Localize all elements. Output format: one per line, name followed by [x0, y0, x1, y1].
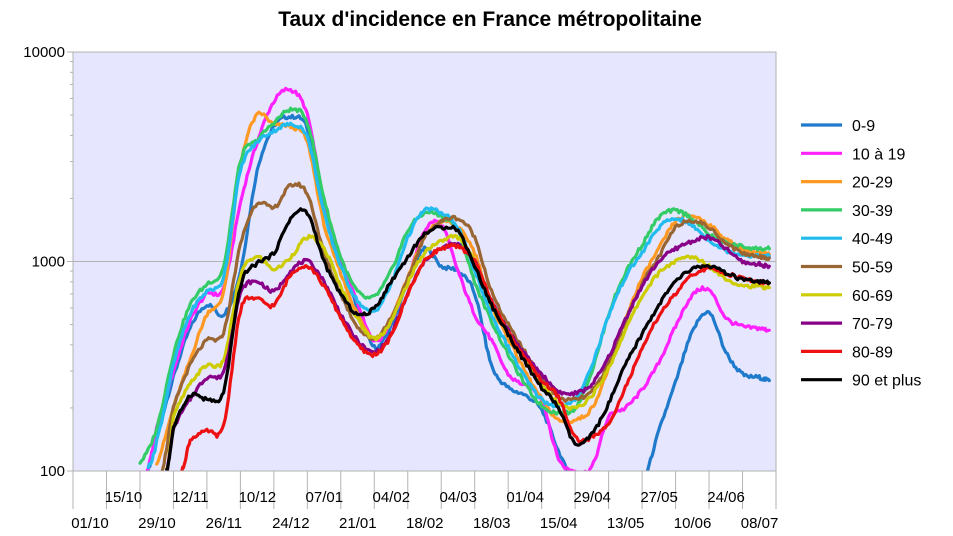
- legend-label: 80-89: [852, 344, 893, 361]
- x-tick-label-bottom: 01/10: [71, 515, 109, 532]
- legend-label: 20-29: [852, 175, 893, 192]
- series-line-90-et-plus: [165, 207, 771, 471]
- x-tick-label-top: 27/05: [640, 489, 678, 506]
- series-line-80-89: [180, 242, 771, 471]
- x-tick-label-bottom: 26/11: [206, 515, 242, 532]
- legend-label: 30-39: [852, 203, 893, 220]
- series-layer: [138, 86, 771, 471]
- x-tick-label-bottom: 29/10: [138, 515, 176, 532]
- x-tick-label-top: 12/11: [172, 489, 208, 506]
- x-tick-label-bottom: 24/12: [272, 515, 310, 532]
- x-tick-label-top: 10/12: [239, 489, 277, 506]
- legend-label: 0-9: [852, 118, 875, 135]
- x-tick-label-bottom: 21/01: [339, 515, 377, 532]
- x-tick-label-bottom: 18/02: [406, 515, 444, 532]
- x-tick-label-bottom: 13/05: [607, 515, 645, 532]
- legend: 0-9 10 à 19 20-29 30-39 40-49 50-59 60-69 70-79…: [801, 118, 921, 390]
- axes: 100 1000 10000 01/10 29/10 26/11 24/12 21/01 18/…: [23, 44, 778, 532]
- y-tick-label: 10000: [23, 44, 65, 61]
- chart-title: Taux d'incidence en France métropolitain…: [278, 8, 702, 31]
- legend-label: 90 et plus: [852, 373, 921, 390]
- y-tick-label: 1000: [32, 254, 65, 271]
- x-tick-label-top: 04/02: [373, 489, 411, 506]
- series-line-50-59: [160, 181, 771, 471]
- y-tick-label: 100: [40, 463, 65, 480]
- x-tick-label-top: 01/04: [506, 489, 544, 506]
- x-tick-label-top: 07/01: [306, 489, 344, 506]
- x-tick-label-bottom: 08/07: [741, 515, 779, 532]
- x-tick-label-bottom: 10/06: [674, 515, 712, 532]
- x-tick-label-bottom: 18/03: [473, 515, 511, 532]
- x-tick-label-top: 04/03: [439, 489, 477, 506]
- x-tick-label-bottom: 15/04: [540, 515, 578, 532]
- x-tick-label-top: 29/04: [573, 489, 611, 506]
- legend-label: 50-59: [852, 260, 893, 277]
- legend-label: 70-79: [852, 316, 893, 333]
- x-tick-label-top: 24/06: [707, 489, 745, 506]
- legend-label: 10 à 19: [852, 146, 905, 163]
- x-tick-label-top: 15/10: [105, 489, 143, 506]
- legend-label: 60-69: [852, 288, 893, 305]
- legend-label: 40-49: [852, 231, 893, 248]
- series-line-20-29: [155, 110, 771, 466]
